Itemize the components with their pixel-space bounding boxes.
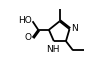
Text: N: N: [71, 24, 78, 33]
Text: O: O: [25, 34, 31, 42]
Text: HO: HO: [18, 16, 31, 25]
Text: NH: NH: [46, 45, 60, 54]
